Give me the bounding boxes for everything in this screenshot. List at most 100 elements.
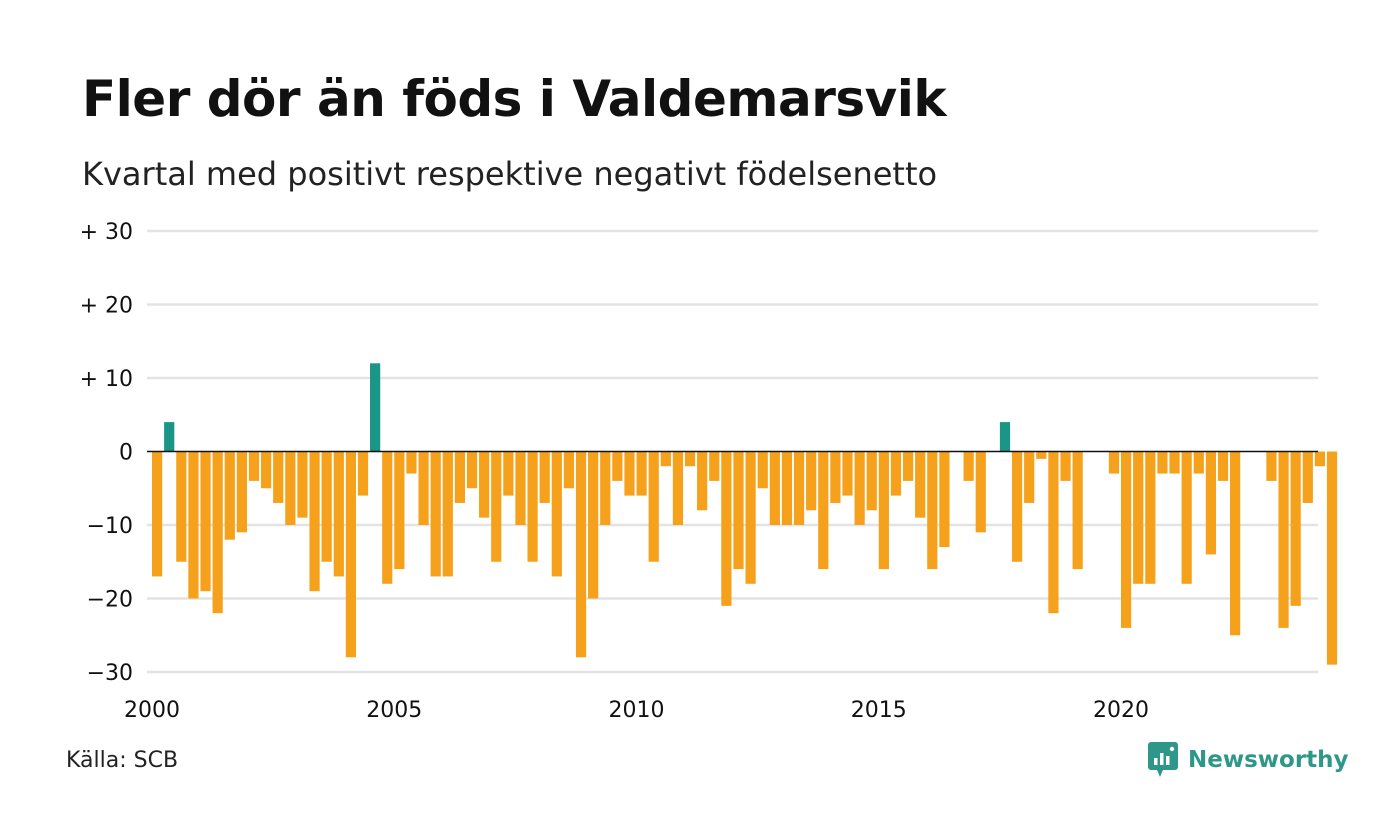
bar <box>648 451 659 562</box>
bar <box>1326 451 1338 665</box>
bar <box>878 451 889 570</box>
bar <box>1205 451 1216 555</box>
bar <box>1169 451 1180 474</box>
bar <box>672 451 684 525</box>
bar <box>563 451 575 489</box>
bar <box>418 451 429 525</box>
bar <box>1145 451 1156 584</box>
bar <box>1121 451 1132 628</box>
bar <box>588 451 599 599</box>
bar <box>248 451 260 481</box>
bar <box>176 451 187 562</box>
bar <box>152 451 163 577</box>
bar <box>866 451 877 511</box>
x-tick-label: 2010 <box>609 698 665 723</box>
bar <box>709 451 720 481</box>
bar <box>236 451 247 533</box>
bar <box>600 451 611 525</box>
bar <box>806 451 817 511</box>
bar <box>818 451 829 570</box>
y-tick-label: + 30 <box>80 220 133 245</box>
bar <box>612 451 623 481</box>
bar <box>285 451 296 525</box>
bar <box>345 451 356 658</box>
bar <box>1072 451 1083 570</box>
bar <box>1217 451 1229 481</box>
bar <box>999 422 1011 452</box>
bar <box>1193 451 1204 474</box>
bar <box>915 451 926 518</box>
bar <box>1060 451 1071 481</box>
bar <box>1314 451 1325 467</box>
bar <box>854 451 865 525</box>
bar <box>575 451 587 658</box>
x-tick-label: 2015 <box>851 698 907 723</box>
bars <box>152 363 1338 665</box>
bar <box>842 451 853 496</box>
bar <box>697 451 708 511</box>
bar <box>757 451 768 489</box>
newsworthy-logo[interactable]: Newsworthy <box>1148 742 1349 778</box>
bar <box>503 451 514 496</box>
bar <box>479 451 490 518</box>
bar <box>1302 451 1313 503</box>
bar <box>781 451 793 525</box>
bar <box>636 451 647 496</box>
bar <box>382 451 393 584</box>
brand-name: Newsworthy <box>1188 747 1349 773</box>
bar <box>793 451 805 525</box>
bar <box>515 451 526 525</box>
bar <box>527 451 538 562</box>
bar <box>466 451 478 489</box>
newsworthy-chart-icon <box>1148 742 1178 777</box>
y-tick-label: + 20 <box>80 294 133 319</box>
bar <box>902 451 914 481</box>
bar <box>357 451 369 496</box>
bar <box>1290 451 1301 606</box>
bar <box>370 363 381 452</box>
bar <box>297 451 308 518</box>
bar <box>1108 451 1120 474</box>
bar <box>1011 451 1023 562</box>
bar <box>454 451 466 503</box>
bar <box>733 451 744 570</box>
bar <box>624 451 635 496</box>
bar <box>309 451 320 592</box>
bar <box>333 451 344 577</box>
bar <box>1230 451 1241 636</box>
bar <box>927 451 938 570</box>
bar <box>406 451 417 474</box>
chart-title: Fler dör än föds i Valdemarsvik <box>82 70 947 128</box>
bar <box>660 451 671 467</box>
y-tick-label: + 10 <box>80 367 133 392</box>
source-note: Källa: SCB <box>66 748 179 773</box>
y-tick-label: −30 <box>87 661 133 686</box>
x-tick-label: 2005 <box>366 698 422 723</box>
bar <box>164 422 175 452</box>
y-tick-label: −10 <box>87 514 133 539</box>
y-tick-label: −20 <box>87 588 133 613</box>
bar <box>491 451 502 562</box>
bar <box>939 451 950 548</box>
bar <box>442 451 453 577</box>
x-tick-label: 2020 <box>1093 698 1149 723</box>
bar <box>321 451 332 562</box>
chart-subtitle: Kvartal med positivt respektive negativt… <box>82 155 938 193</box>
bar <box>551 451 562 577</box>
bar <box>261 451 272 489</box>
bar <box>1036 451 1047 459</box>
bar <box>224 451 235 540</box>
bar <box>430 451 441 577</box>
axes: + 30 + 20 + 10 0 −10 −20 −30 2000 2005 2010 2015 20… <box>80 220 1318 723</box>
bar <box>963 451 974 481</box>
bar <box>200 451 211 592</box>
bar <box>890 451 902 496</box>
bar <box>539 451 550 503</box>
y-tick-label: 0 <box>119 441 133 466</box>
bar <box>830 451 841 503</box>
bar <box>769 451 780 525</box>
bar <box>394 451 405 570</box>
bar <box>273 451 284 503</box>
bar <box>188 451 199 599</box>
